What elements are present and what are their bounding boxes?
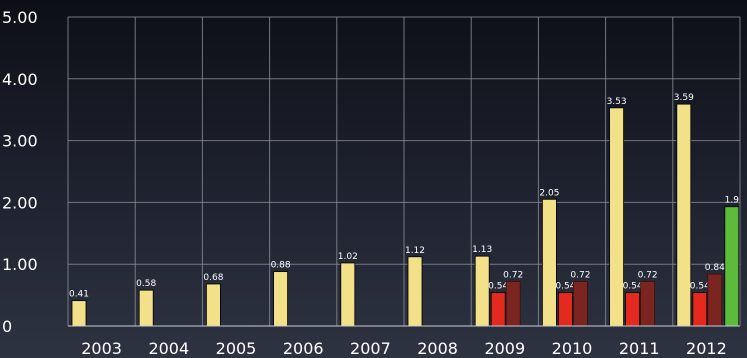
y-tick-label: 5.00 [2,8,38,27]
data-label: 0.54 [623,282,643,292]
bar [340,262,356,327]
data-label: 0.54 [555,282,575,292]
bar [474,255,490,327]
bar [558,292,573,327]
data-label: 1.02 [338,252,358,262]
data-label: 3.59 [674,93,694,103]
bar [692,292,708,327]
bar [542,198,557,327]
data-label: 1.12 [405,246,425,256]
bar [273,271,289,327]
data-label: 0.58 [136,279,156,289]
data-label: 0.72 [503,271,523,281]
y-tick-label: 3.00 [2,132,38,151]
bar [609,107,624,327]
x-tick-label: 2006 [283,339,324,358]
x-tick-label: 2010 [552,339,593,358]
x-tick-label: 2009 [484,339,525,358]
x-tick-label: 2005 [216,339,257,358]
data-label: 2.05 [539,188,559,198]
bar [205,283,221,327]
data-label: 0.72 [570,271,590,281]
x-tick-label: 2008 [417,339,458,358]
x-tick-label: 2003 [81,339,122,358]
bar [490,292,506,327]
x-tick-label: 2012 [686,339,727,358]
y-tick-label: 1.00 [2,255,38,274]
bar [407,256,423,327]
data-label: 0.54 [690,282,710,292]
bar [724,206,740,327]
y-tick-label: 4.00 [2,70,38,89]
data-label: 1.13 [472,245,492,255]
bar [625,292,640,327]
x-tick-label: 2004 [148,339,189,358]
bar [505,281,521,327]
data-label: 3.53 [607,97,627,107]
y-tick-label: 0 [2,317,12,336]
x-tick-label: 2011 [619,339,660,358]
bar [707,273,723,327]
y-tick-label: 2.00 [2,193,38,212]
data-label: 0.72 [638,271,658,281]
bar [640,281,655,327]
data-label: 0.54 [488,282,508,292]
bar [676,103,692,327]
data-label: 0.88 [271,261,291,271]
x-tick-label: 2007 [350,339,391,358]
data-label: 1.9 [725,196,740,206]
bar [573,281,588,327]
data-label: 0.68 [203,273,223,283]
data-label: 0.84 [705,263,725,273]
data-label: 0.41 [69,290,89,300]
bar [138,289,154,327]
bar [71,300,87,327]
